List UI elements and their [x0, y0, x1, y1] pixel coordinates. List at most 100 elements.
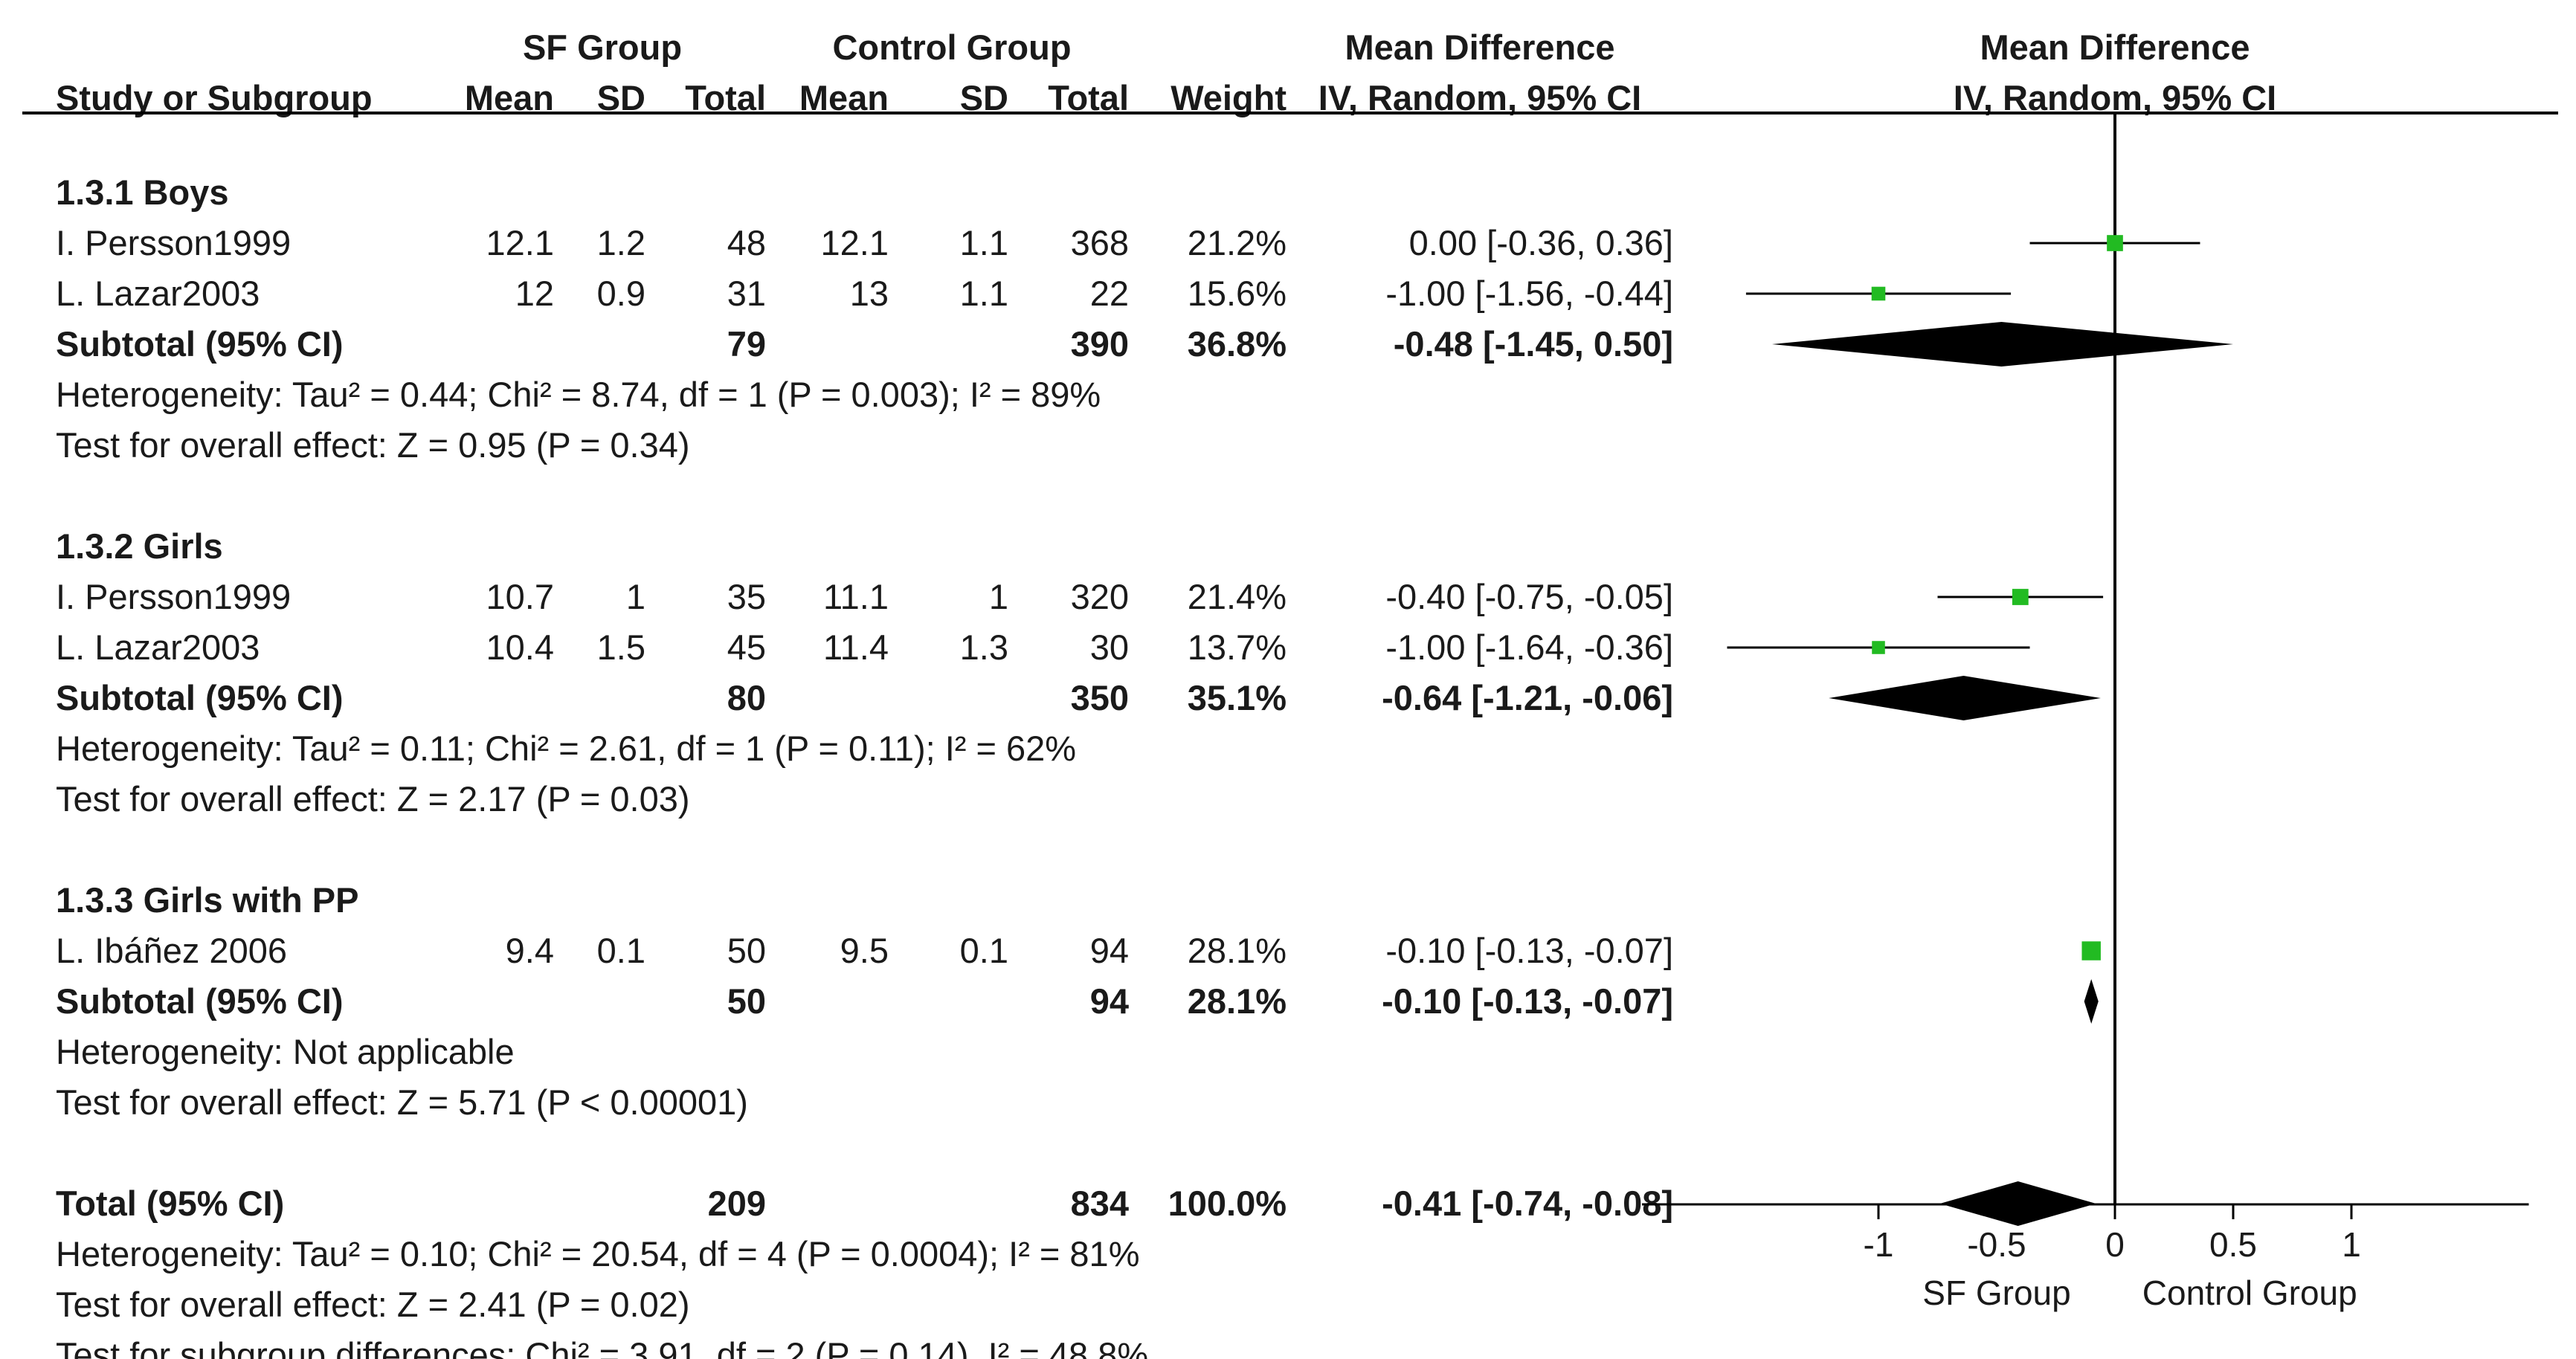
ci-cell: -0.64 [-1.21, -0.06]: [1382, 678, 1673, 717]
header-control-group: Control Group: [832, 28, 1071, 67]
note-text: Heterogeneity: Tau² = 0.11; Chi² = 2.61,…: [56, 729, 1076, 768]
sf-sd: 1.2: [597, 223, 645, 262]
weight-cell: 36.8%: [1188, 324, 1287, 364]
subgroup-row: 1.3.3 Girls with PP: [56, 880, 359, 920]
subtotal-label: Total (95% CI): [56, 1184, 284, 1223]
subtotal-row: Subtotal (95% CI) 50 94 28.1% -0.10 [-0.13, …: [56, 981, 1673, 1021]
table-row: L. Ibáñez 2006 9.4 0.1 50 9.5 0.1 94 28.1% -0.10…: [56, 931, 1673, 970]
sf-mean: 12: [515, 274, 554, 313]
note-row: Test for overall effect: Z = 2.41 (P = 0…: [56, 1285, 690, 1324]
sf-mean: 9.4: [506, 931, 554, 970]
note-row: Heterogeneity: Tau² = 0.10; Chi² = 20.54…: [56, 1234, 1139, 1274]
header-method: IV, Random, 95% CI: [1318, 78, 1641, 117]
x-tick-label: -0.5: [1967, 1225, 2026, 1264]
subtotal-label: Subtotal (95% CI): [56, 678, 343, 717]
pooled-estimate-diamond: [1829, 676, 2101, 720]
point-estimate-square: [1872, 641, 1885, 654]
table-row: I. Persson1999 10.7 1 35 11.1 1 320 21.4% -0.40 …: [56, 577, 1673, 616]
sf-total: 45: [727, 627, 766, 667]
sf-total: 80: [727, 678, 766, 717]
ci-cell: 0.00 [-0.36, 0.36]: [1409, 223, 1673, 262]
note-row: Test for overall effect: Z = 5.71 (P < 0…: [56, 1082, 748, 1122]
table-row: L. Lazar2003 12 0.9 31 13 1.1 22 15.6% -1.00 [-1…: [56, 274, 1673, 313]
control-total: 834: [1071, 1184, 1129, 1223]
weight-cell: 100.0%: [1168, 1184, 1287, 1223]
sf-total: 209: [708, 1184, 766, 1223]
subgroup-label: 1.3.1 Boys: [56, 172, 229, 212]
sf-total: 79: [727, 324, 766, 364]
header-total-2: Total: [1048, 78, 1129, 117]
header-mean-1: Mean: [465, 78, 554, 117]
note-text: Test for overall effect: Z = 5.71 (P < 0…: [56, 1082, 748, 1122]
control-total: 94: [1090, 931, 1129, 970]
point-estimate-square: [2012, 589, 2029, 605]
sf-total: 48: [727, 223, 766, 262]
ci-cell: -0.40 [-0.75, -0.05]: [1385, 577, 1673, 616]
x-tick-label: 0: [2105, 1225, 2125, 1264]
control-sd: 0.1: [960, 931, 1008, 970]
control-total: 390: [1071, 324, 1129, 364]
weight-cell: 21.4%: [1188, 577, 1287, 616]
header-sf-group: SF Group: [523, 28, 682, 67]
study-label: I. Persson1999: [56, 223, 291, 262]
x-tick-label: 1: [2342, 1225, 2361, 1264]
subgroup-row: 1.3.1 Boys: [56, 172, 229, 212]
note-row: Heterogeneity: Tau² = 0.44; Chi² = 8.74,…: [56, 375, 1101, 414]
sf-sd: 1.5: [597, 627, 645, 667]
control-mean: 12.1: [821, 223, 889, 262]
x-tick-label: 0.5: [2209, 1225, 2257, 1264]
note-row: Test for overall effect: Z = 0.95 (P = 0…: [56, 425, 690, 465]
pooled-estimate-diamond: [2084, 979, 2099, 1024]
favours-left-label: SF Group: [1922, 1274, 2070, 1312]
point-estimate-square: [2107, 235, 2123, 251]
note-text: Heterogeneity: Tau² = 0.10; Chi² = 20.54…: [56, 1234, 1139, 1274]
note-row: Test for subgroup differences: Chi² = 3.…: [56, 1335, 1148, 1359]
weight-cell: 21.2%: [1188, 223, 1287, 262]
control-mean: 11.4: [823, 627, 889, 667]
note-text: Test for overall effect: Z = 2.41 (P = 0…: [56, 1285, 690, 1324]
header-total-1: Total: [685, 78, 766, 117]
header-mean-difference: Mean Difference: [1345, 28, 1614, 67]
header-mean-2: Mean: [799, 78, 889, 117]
control-total: 350: [1071, 678, 1129, 717]
subgroup-row: 1.3.2 Girls: [56, 526, 223, 566]
control-total: 22: [1090, 274, 1129, 313]
ci-cell: -0.10 [-0.13, -0.07]: [1385, 931, 1673, 970]
ci-cell: -0.41 [-0.74, -0.08]: [1382, 1184, 1673, 1223]
header-sd-2: SD: [960, 78, 1008, 117]
weight-cell: 15.6%: [1188, 274, 1287, 313]
sf-total: 35: [727, 577, 766, 616]
table-row: I. Persson1999 12.1 1.2 48 12.1 1.1 368 21.2% 0.…: [56, 223, 1673, 262]
favours-right-label: Control Group: [2142, 1274, 2357, 1312]
header-mean-difference-plot: Mean Difference: [1980, 28, 2250, 67]
pooled-estimate-diamond: [1771, 322, 2233, 367]
note-text: Heterogeneity: Tau² = 0.44; Chi² = 8.74,…: [56, 375, 1101, 414]
control-mean: 13: [850, 274, 889, 313]
sf-sd: 1: [626, 577, 645, 616]
sf-mean: 10.7: [486, 577, 554, 616]
weight-cell: 28.1%: [1188, 981, 1287, 1021]
note-row: Heterogeneity: Not applicable: [56, 1032, 515, 1071]
sf-total: 31: [727, 274, 766, 313]
study-label: I. Persson1999: [56, 577, 291, 616]
ci-cell: -1.00 [-1.56, -0.44]: [1385, 274, 1673, 313]
header-sd-1: SD: [597, 78, 645, 117]
ci-cell: -0.10 [-0.13, -0.07]: [1382, 981, 1673, 1021]
control-total: 94: [1090, 981, 1129, 1021]
sf-mean: 12.1: [486, 223, 554, 262]
study-label: L. Lazar2003: [56, 274, 260, 313]
subtotal-row: Subtotal (95% CI) 80 350 35.1% -0.64 [-1.21,…: [56, 678, 1673, 717]
header-weight: Weight: [1171, 78, 1287, 117]
sf-total: 50: [727, 931, 766, 970]
subtotal-label: Subtotal (95% CI): [56, 981, 343, 1021]
control-sd: 1.1: [960, 223, 1008, 262]
control-mean: 11.1: [823, 577, 889, 616]
point-estimate-square: [2081, 941, 2101, 961]
header-method-plot: IV, Random, 95% CI: [1954, 78, 2276, 117]
subtotal-label: Subtotal (95% CI): [56, 324, 343, 364]
ci-cell: -1.00 [-1.64, -0.36]: [1385, 627, 1673, 667]
sf-mean: 10.4: [486, 627, 554, 667]
subtotal-row: Subtotal (95% CI) 79 390 36.8% -0.48 [-1.45,…: [56, 324, 1673, 364]
weight-cell: 35.1%: [1188, 678, 1287, 717]
